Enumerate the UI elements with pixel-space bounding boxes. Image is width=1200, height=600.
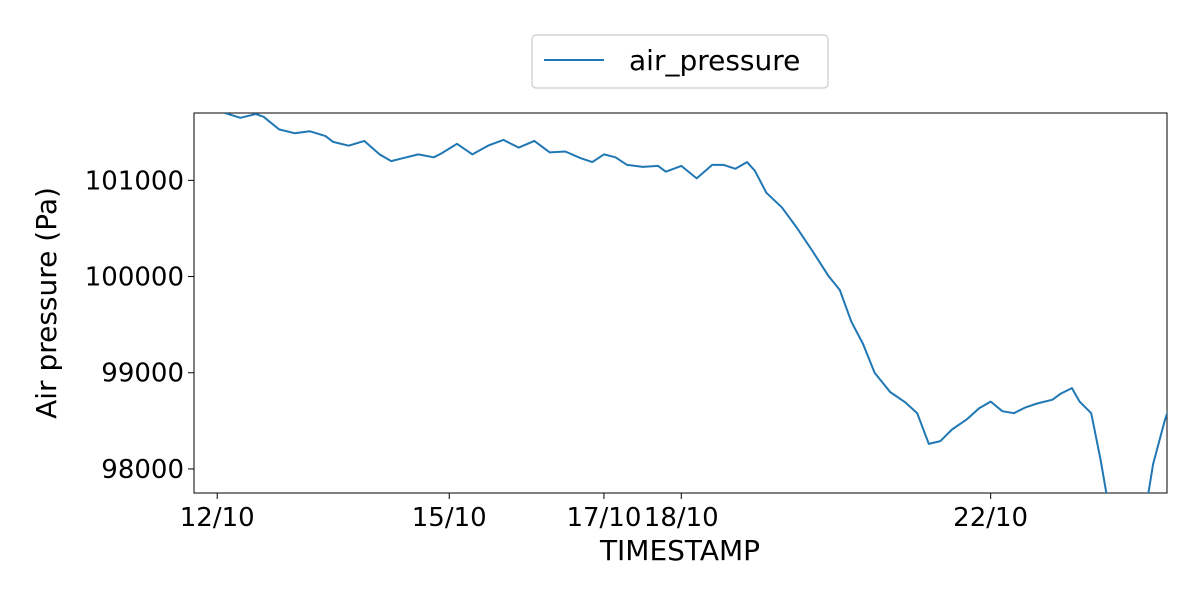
x-axis: 12/10 15/10 17/10 18/10 22/10 bbox=[180, 493, 1028, 533]
legend: air_pressure bbox=[531, 34, 829, 89]
x-axis-label: TIMESTAMP bbox=[599, 534, 760, 567]
plot-area bbox=[193, 112, 1168, 494]
legend-label: air_pressure bbox=[629, 44, 800, 77]
y-tick-label: 98000 bbox=[101, 455, 184, 485]
y-tick-label: 101000 bbox=[85, 166, 184, 196]
x-tick-label: 17/10 bbox=[566, 503, 641, 533]
series-line-air-pressure bbox=[224, 113, 1167, 493]
legend-box bbox=[531, 34, 829, 89]
x-tick-label: 12/10 bbox=[180, 503, 255, 533]
y-tick-label: 100000 bbox=[85, 263, 184, 293]
x-tick-label: 22/10 bbox=[953, 503, 1028, 533]
y-axis: 98000 99000 100000 101000 bbox=[85, 166, 194, 485]
x-tick-label: 15/10 bbox=[412, 503, 487, 533]
y-tick-label: 99000 bbox=[101, 359, 184, 389]
y-axis-label: Air pressure (Pa) bbox=[30, 187, 63, 419]
x-tick-label: 18/10 bbox=[644, 503, 719, 533]
